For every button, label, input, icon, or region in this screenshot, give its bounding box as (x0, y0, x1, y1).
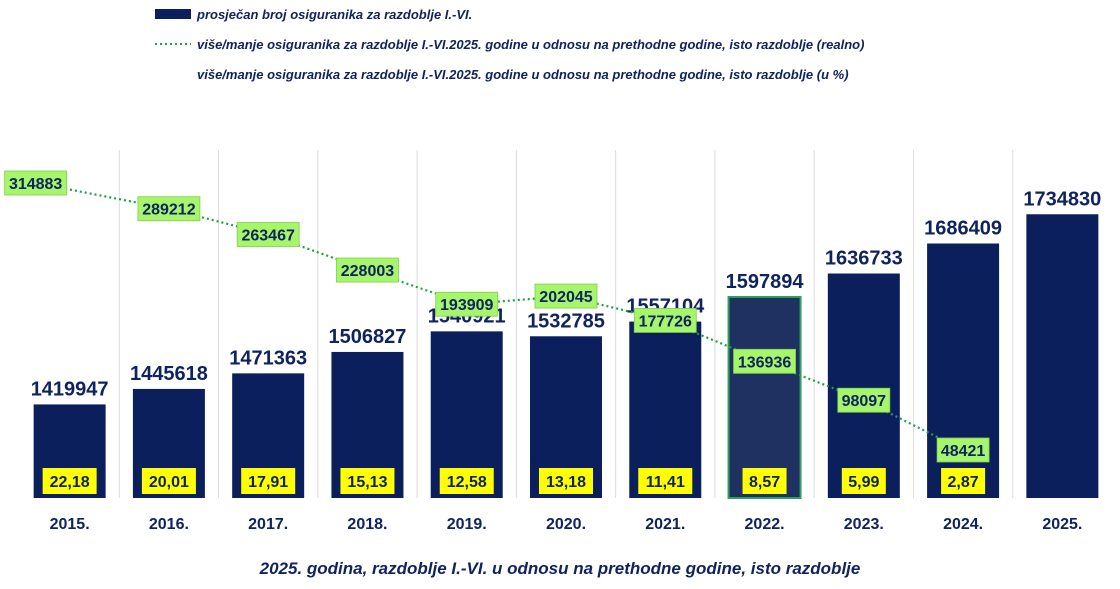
chart-legend: prosječan broj osiguranika za razdoblje … (155, 7, 864, 82)
legend-label-bar: prosječan broj osiguranika za razdoblje … (196, 7, 472, 22)
percent-label-box (941, 468, 986, 494)
line-point-marker (236, 222, 300, 247)
line-point-marker (837, 387, 891, 413)
bar-value-label: 1445618 (130, 363, 208, 385)
line-point-marker (633, 308, 697, 333)
bar-value-label: 1471363 (229, 347, 307, 369)
line-point-marker (137, 196, 201, 222)
line-value-label: 136936 (738, 354, 791, 371)
percent-label: 13,18 (546, 474, 586, 491)
bar (827, 273, 900, 498)
percent-label: 15,13 (347, 474, 387, 491)
x-tick-label: 2022. (745, 516, 785, 533)
percent-label-box (141, 468, 196, 494)
bar-value-label: 1419947 (31, 378, 109, 400)
percent-label-box (42, 468, 97, 494)
line-point-marker (336, 257, 399, 283)
legend-label-line: više/manje osiguranika za razdoblje I.-V… (197, 37, 864, 52)
percent-label-box (340, 468, 395, 494)
x-tick-label: 2025. (1042, 516, 1082, 533)
line-point-marker (733, 348, 796, 374)
bar-value-label: 1734830 (1023, 188, 1101, 210)
percent-label: 2,87 (948, 474, 979, 491)
x-tick-label: 2016. (149, 516, 189, 533)
percent-label: 12,58 (447, 474, 487, 491)
line-point-marker (534, 283, 598, 309)
bar-value-label: 1532785 (527, 310, 605, 332)
x-tick-label: 2017. (248, 516, 288, 533)
percent-label-box (439, 468, 494, 494)
x-tick-label: 2019. (447, 516, 487, 533)
percent-label-box (539, 468, 593, 494)
line-value-label: 202045 (539, 289, 592, 306)
x-tick-label: 2023. (844, 516, 884, 533)
bar-value-label: 1597894 (726, 271, 805, 293)
line-value-label: 98097 (842, 393, 887, 410)
percent-label-box (841, 468, 886, 494)
percent-label: 22,18 (50, 474, 90, 491)
percent-label-box (742, 468, 787, 494)
bar (1026, 214, 1099, 499)
plot-area: 1419947144561814713631506827154092115327… (4, 150, 1101, 533)
legend-swatch-bar (155, 9, 191, 19)
x-tick-label: 2018. (347, 516, 387, 533)
bar-value-label: 1686409 (924, 218, 1002, 240)
bar (727, 295, 802, 499)
line-value-label: 193909 (440, 297, 493, 314)
percent-label: 8,57 (749, 474, 780, 491)
line-point-marker (4, 170, 68, 196)
bar-value-label: 1506827 (329, 326, 407, 348)
line-value-label: 289212 (142, 202, 195, 219)
line-value-label: 263467 (241, 228, 294, 245)
percent-label-box (241, 468, 296, 494)
x-tick-label: 2015. (50, 516, 90, 533)
line-value-label: 228003 (341, 263, 394, 280)
line-point-marker (936, 437, 990, 463)
percent-label: 5,99 (848, 474, 879, 491)
bar-value-label: 1636733 (825, 248, 903, 270)
line-value-label: 48421 (941, 443, 986, 460)
line-point-marker (435, 291, 499, 317)
percent-label: 20,01 (149, 474, 189, 491)
legend-label-percent: više/manje osiguranika za razdoblje I.-V… (197, 67, 849, 82)
line-value-label: 177726 (639, 313, 692, 330)
x-axis-title: 2025. godina, razdoblje I.-VI. u odnosu … (259, 559, 861, 578)
x-tick-label: 2024. (943, 516, 983, 533)
percent-label: 11,41 (646, 474, 685, 491)
line-value-label: 314883 (9, 176, 62, 193)
x-tick-label: 2021. (645, 516, 685, 533)
x-tick-label: 2020. (546, 516, 586, 533)
percent-label: 17,91 (248, 474, 288, 491)
percent-label-box (638, 468, 693, 494)
trend-line (35, 181, 964, 451)
